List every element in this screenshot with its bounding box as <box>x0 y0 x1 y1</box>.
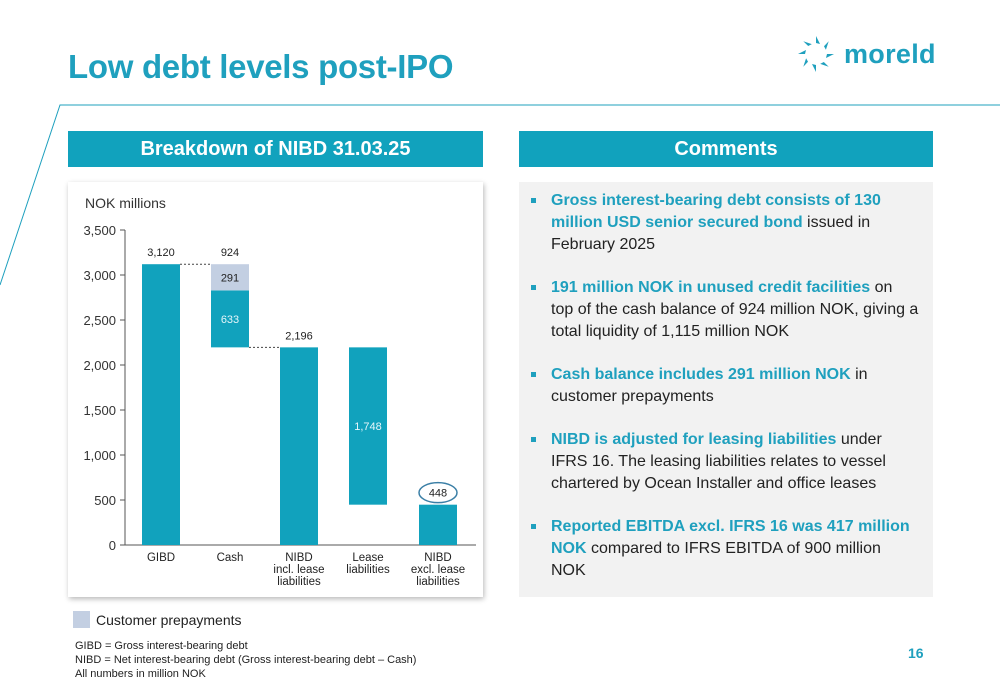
category-label: excl. lease <box>411 564 465 576</box>
legend-label: Customer prepayments <box>96 611 242 628</box>
page-number: 16 <box>908 645 924 661</box>
brand-name: moreld <box>844 38 936 69</box>
total-label: 924 <box>221 247 239 259</box>
y-tick-label: 3,500 <box>83 223 116 238</box>
footnote-nibd: NIBD = Net interest-bearing debt (Gross … <box>75 654 417 666</box>
highlight-ring <box>418 481 458 504</box>
category-label: liabilities <box>416 576 460 588</box>
category-label: Lease <box>352 552 383 564</box>
data-label: 2,196 <box>285 330 313 342</box>
category-label: NIBD <box>424 552 451 564</box>
category-label: liabilities <box>346 564 390 576</box>
comment-highlight: Gross interest-bearing debt consists of … <box>551 192 881 231</box>
bar-customer_prepayments <box>211 264 249 291</box>
bar-main <box>349 347 387 505</box>
comments-header: Comments <box>519 131 933 167</box>
comments-list: Gross interest-bearing debt consists of … <box>519 182 933 582</box>
bullet-icon <box>531 372 536 377</box>
y-tick-label: 3,000 <box>83 268 116 283</box>
bar-main <box>142 264 180 545</box>
category-label: incl. lease <box>273 564 324 576</box>
y-tick-label: 500 <box>94 493 116 508</box>
comment-text: issued in February 2025 <box>551 214 871 253</box>
comment-highlight: 191 million NOK in unused credit facilit… <box>551 279 871 296</box>
bar-main <box>419 504 457 545</box>
comment-item: Gross interest-bearing debt consists of … <box>531 190 919 256</box>
y-tick-label: 1,500 <box>83 403 116 418</box>
data-label: 1,748 <box>354 421 382 433</box>
bullet-icon <box>531 437 536 442</box>
data-label: 291 <box>221 272 239 284</box>
category-label: NIBD <box>285 552 312 564</box>
comment-item: 191 million NOK in unused credit facilit… <box>531 277 919 343</box>
bullet-icon <box>531 285 536 290</box>
category-label: liabilities <box>277 576 321 588</box>
comment-text: on top of the cash balance of 924 millio… <box>551 279 919 340</box>
footnotes: GIBD = Gross interest-bearing debt NIBD … <box>75 639 416 681</box>
data-label: 633 <box>221 314 239 326</box>
category-label: Cash <box>217 552 244 564</box>
comment-text: in customer prepayments <box>551 366 868 405</box>
comment-text: compared to IFRS EBITDA of 900 million N… <box>551 540 881 579</box>
category-label: GIBD <box>147 552 175 564</box>
y-tick-label: 0 <box>109 538 116 553</box>
footnote-gibd: GIBD = Gross interest-bearing debt <box>75 640 248 652</box>
page-title: Low debt levels post-IPO <box>68 48 454 85</box>
unit-label: NOK millions <box>85 195 166 211</box>
y-tick-label: 1,000 <box>83 448 116 463</box>
comment-highlight: Reported EBITDA excl. IFRS 16 was 417 mi… <box>551 518 910 557</box>
comment-item: NIBD is adjusted for leasing liabilities… <box>531 429 919 495</box>
legend-swatch-customer-prepayments <box>73 611 90 628</box>
bullet-icon <box>531 524 536 529</box>
y-tick-label: 2,000 <box>83 358 116 373</box>
y-tick-label: 2,500 <box>83 313 116 328</box>
data-label: 448 <box>429 488 447 500</box>
comments-panel: Gross interest-bearing debt consists of … <box>519 182 933 597</box>
comment-item: Reported EBITDA excl. IFRS 16 was 417 mi… <box>531 516 919 582</box>
chart-legend: Customer prepayments <box>73 611 242 628</box>
data-label: 3,120 <box>147 247 175 259</box>
comment-text: under IFRS 16. The leasing liabilities r… <box>551 431 886 492</box>
bar-main <box>280 347 318 545</box>
footnote-units: All numbers in million NOK <box>75 668 206 680</box>
bar-main <box>211 290 249 348</box>
bullet-icon <box>531 198 536 203</box>
chart-panel: NOK millions 0 500 1,000 1,500 2,000 2,500 3,00… <box>68 182 483 597</box>
waterfall-chart: NOK millions 0 500 1,000 1,500 2,000 2,500 3,00… <box>83 195 476 588</box>
chart-header: Breakdown of NIBD 31.03.25 <box>68 131 483 167</box>
comment-highlight: Cash balance includes 291 million NOK <box>551 366 851 383</box>
comment-item: Cash balance includes 291 million NOK in… <box>531 364 919 408</box>
comment-highlight: NIBD is adjusted for leasing liabilities <box>551 431 837 448</box>
brand-logo: moreld <box>796 34 936 74</box>
moreld-logo-icon <box>798 36 834 72</box>
